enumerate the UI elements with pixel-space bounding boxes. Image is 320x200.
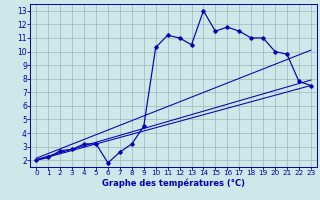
X-axis label: Graphe des températures (°C): Graphe des températures (°C) [102,179,245,188]
